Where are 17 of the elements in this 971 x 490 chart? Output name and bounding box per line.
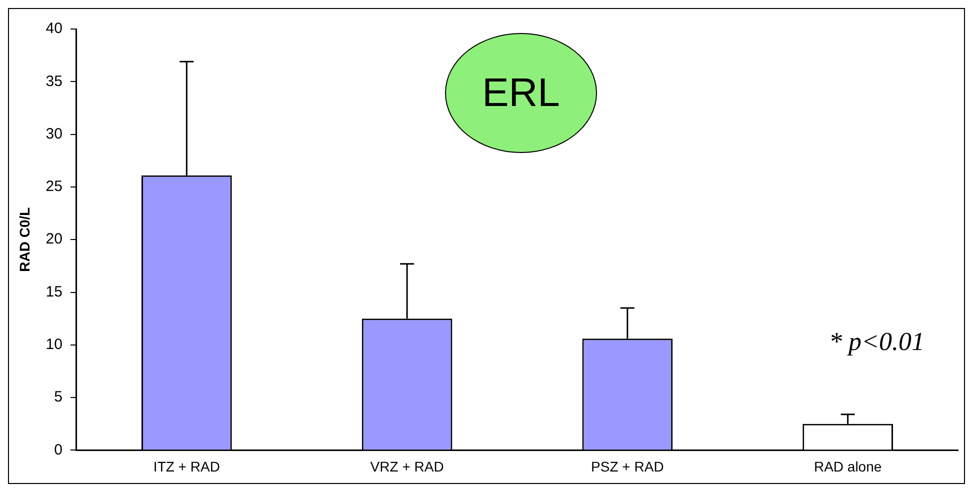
y-tick-label: 5 — [54, 388, 62, 406]
ellipse-badge: ERL — [445, 33, 597, 153]
y-tick-label: 25 — [46, 178, 62, 196]
y-tick-label: 20 — [46, 230, 62, 248]
y-tick-label: 15 — [46, 283, 62, 300]
x-tick-label: VRZ + RAD — [370, 458, 444, 474]
y-tick-label: 0 — [54, 441, 62, 458]
y-axis-title: RAD C0/L — [16, 206, 32, 272]
y-tick-label: 30 — [46, 125, 62, 142]
y-tick-label: 35 — [46, 72, 62, 90]
y-tick-label: 10 — [46, 336, 62, 354]
x-tick-label: ITZ + RAD — [153, 458, 220, 474]
annotation: ERL — [482, 70, 560, 116]
annotation: * p<0.01 — [829, 327, 925, 357]
x-tick-label: PSZ + RAD — [591, 458, 664, 474]
x-tick-label: RAD alone — [814, 458, 882, 474]
y-tick-label: 40 — [46, 20, 62, 38]
